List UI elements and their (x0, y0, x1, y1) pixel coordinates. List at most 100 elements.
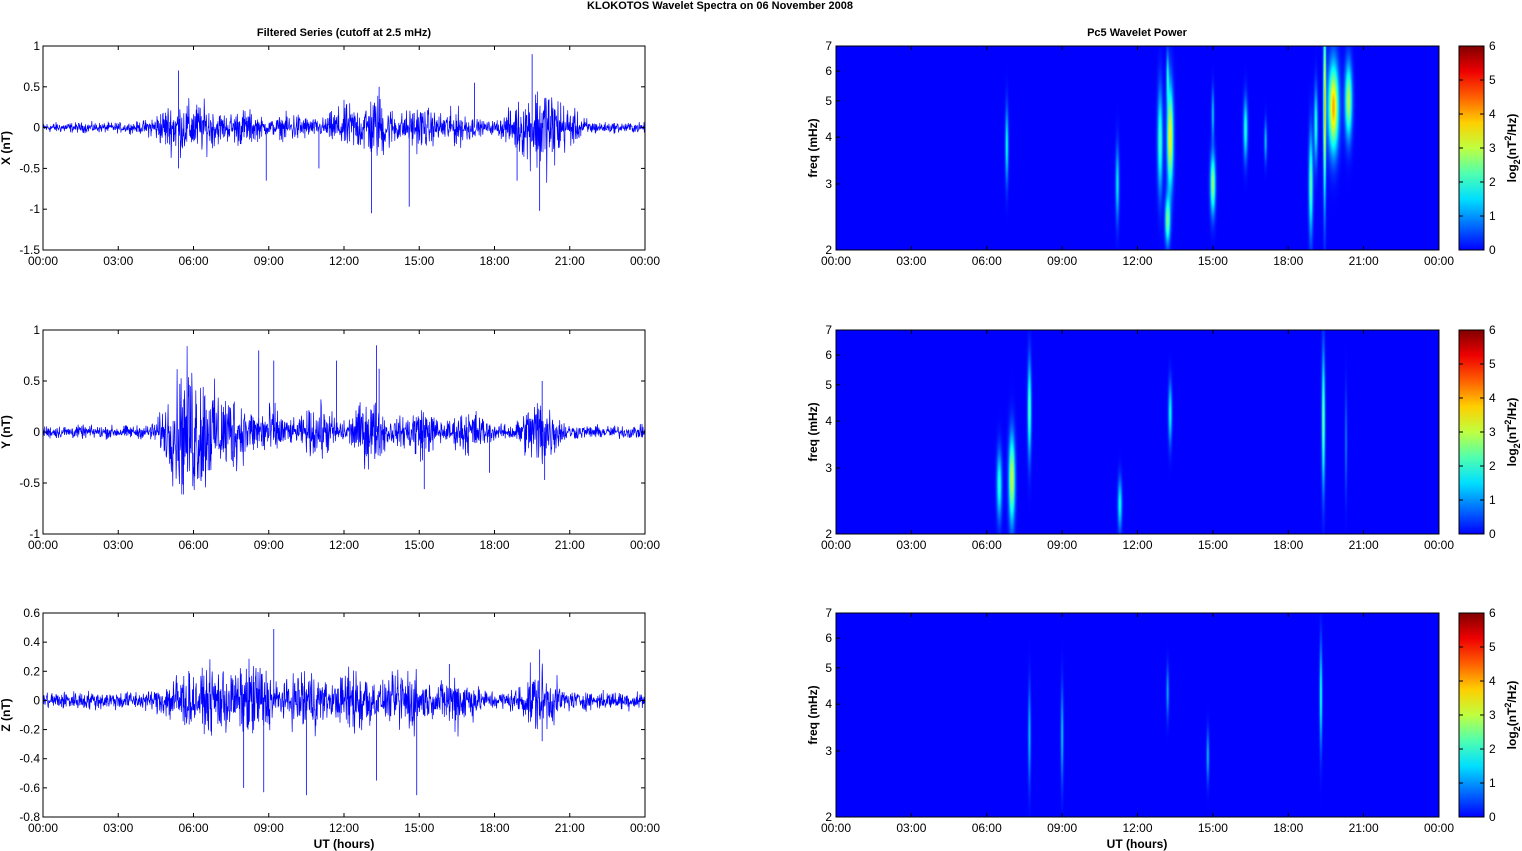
x-tick-label: 21:00 (1349, 821, 1379, 835)
x-tick-label: 21:00 (1349, 254, 1379, 268)
panel-y-line: 10.50-0.5-100:00 03:00 06:00 09:00 12:00 15:0… (0, 323, 660, 552)
wavelet-canvas (836, 330, 1439, 534)
y-tick-label: 0.6 (23, 606, 40, 620)
y-tick-label: 0 (33, 425, 40, 439)
wavelet-canvas (836, 613, 1439, 817)
x-tick-label: 03:00 (103, 821, 133, 835)
y-tick-label: 3 (825, 177, 832, 191)
plot-area (43, 613, 645, 817)
colorbar-tick-label: 2 (1489, 459, 1496, 473)
left-column-title: Filtered Series (cutoff at 2.5 mHz) (257, 27, 432, 39)
x-tick-label: 00:00 (28, 538, 58, 552)
x-tick-label: 00:00 (630, 538, 660, 552)
y-tick-label: -0.6 (19, 781, 40, 795)
x-tick-label: 12:00 (329, 538, 359, 552)
panel-x-line: 10.50-0.5-1-1.500:00 03:00 06:00 09:00 12:00… (0, 39, 660, 268)
x-tick-label: 03:00 (896, 538, 926, 552)
y-tick-label: 4 (825, 130, 832, 144)
x-tick-label: 09:00 (1047, 254, 1077, 268)
colorbar (1458, 329, 1485, 535)
x-tick-label: 21:00 (555, 821, 585, 835)
y-tick-label: 0 (33, 121, 40, 135)
x-tick-label: 00:00 (821, 254, 851, 268)
y-tick-label: 7 (825, 323, 832, 337)
x-tick-label: 03:00 (103, 538, 133, 552)
y-tick-label: 0.5 (23, 80, 40, 94)
x-tick-label: 12:00 (1122, 821, 1152, 835)
left-xlabel: UT (hours) (314, 837, 375, 851)
wavelet-image (836, 330, 1439, 534)
panel-z-heatmap: 2 3 4 5 6 7 00:00 03:00 06:00 09:00 12:00 15:00 18:0… (806, 606, 1522, 835)
colorbar-tick-label: 4 (1489, 107, 1496, 121)
y-tick-label: 1 (33, 39, 40, 53)
x-tick-label: 18:00 (479, 254, 509, 268)
x-tick-label: 00:00 (821, 538, 851, 552)
x-tick-label: 03:00 (896, 821, 926, 835)
y-tick-label: 6 (825, 631, 832, 645)
x-tick-label: 18:00 (479, 821, 509, 835)
x-tick-label: 15:00 (404, 538, 434, 552)
x-tick-label: 06:00 (178, 538, 208, 552)
panel-x-heatmap: 2 3 4 5 6 7 00:00 03:00 06:00 09:00 12:00 15:00 18:0… (806, 39, 1522, 268)
colorbar-tick-label: 6 (1489, 606, 1496, 620)
y-tick-label: 3 (825, 461, 832, 475)
colorbar-tick-label: 1 (1489, 209, 1496, 223)
y-tick-label: -0.5 (19, 476, 40, 490)
series-trace (42, 91, 646, 183)
right-column-title: Pc5 Wavelet Power (1087, 27, 1188, 39)
y-tick-label: 0 (33, 693, 40, 707)
x-tick-label: 06:00 (972, 821, 1002, 835)
colorbar-tick-label: 3 (1489, 708, 1496, 722)
colorbar-tick-label: 6 (1489, 323, 1496, 337)
y-tick-label: 3 (825, 744, 832, 758)
x-tick-label: 00:00 (1424, 821, 1454, 835)
y-axis-label: X (nT) (0, 131, 13, 165)
y-tick-label: 7 (825, 606, 832, 620)
y-tick-label: -0.4 (19, 752, 40, 766)
y-tick-label: 4 (825, 697, 832, 711)
colorbar-tick-label: 1 (1489, 493, 1496, 507)
y-tick-label: -1.5 (19, 243, 40, 257)
colorbar-tick-label: 3 (1489, 425, 1496, 439)
y-tick-label: 0.4 (23, 635, 40, 649)
x-tick-label: 15:00 (1198, 538, 1228, 552)
x-tick-label: 09:00 (254, 254, 284, 268)
x-tick-label: 15:00 (1198, 821, 1228, 835)
colorbar-tick-label: 0 (1489, 243, 1496, 257)
colorbar-tick-label: 6 (1489, 39, 1496, 53)
y-tick-label: 5 (825, 94, 832, 108)
y-tick-label: -0.5 (19, 161, 40, 175)
y-tick-label: 4 (825, 414, 832, 428)
x-tick-label: 00:00 (1424, 538, 1454, 552)
y-tick-label: 2 (825, 243, 832, 257)
colorbar-tick-label: 5 (1489, 73, 1496, 87)
colorbar-tick-label: 2 (1489, 742, 1496, 756)
y-tick-label: 5 (825, 378, 832, 392)
y-tick-label: -0.8 (19, 810, 40, 824)
y-axis-label: Y (nT) (0, 415, 13, 449)
x-tick-label: 21:00 (555, 254, 585, 268)
x-tick-label: 21:00 (555, 538, 585, 552)
x-tick-label: 03:00 (103, 254, 133, 268)
x-tick-label: 12:00 (1122, 254, 1152, 268)
series-trace (42, 346, 646, 495)
y-axis-label: freq (mHz) (806, 118, 820, 177)
y-tick-label: 5 (825, 661, 832, 675)
x-tick-label: 12:00 (1122, 538, 1152, 552)
x-tick-label: 09:00 (1047, 538, 1077, 552)
colorbar (1458, 612, 1485, 818)
wavelet-canvas (836, 46, 1439, 250)
x-tick-label: 09:00 (254, 821, 284, 835)
x-tick-label: 21:00 (1349, 538, 1379, 552)
x-tick-label: 12:00 (329, 821, 359, 835)
x-tick-label: 03:00 (896, 254, 926, 268)
y-tick-label: -1 (29, 527, 40, 541)
y-tick-label: -1 (29, 202, 40, 216)
x-tick-label: 06:00 (972, 538, 1002, 552)
colorbar-tick-label: 4 (1489, 674, 1496, 688)
x-tick-label: 09:00 (1047, 821, 1077, 835)
x-tick-label: 12:00 (329, 254, 359, 268)
colorbar-tick-label: 2 (1489, 175, 1496, 189)
x-tick-label: 15:00 (1198, 254, 1228, 268)
panel-z-line: 0.60.40.20-0.2-0.4-0.6-0.800:00 03:00 06:0… (0, 606, 660, 835)
